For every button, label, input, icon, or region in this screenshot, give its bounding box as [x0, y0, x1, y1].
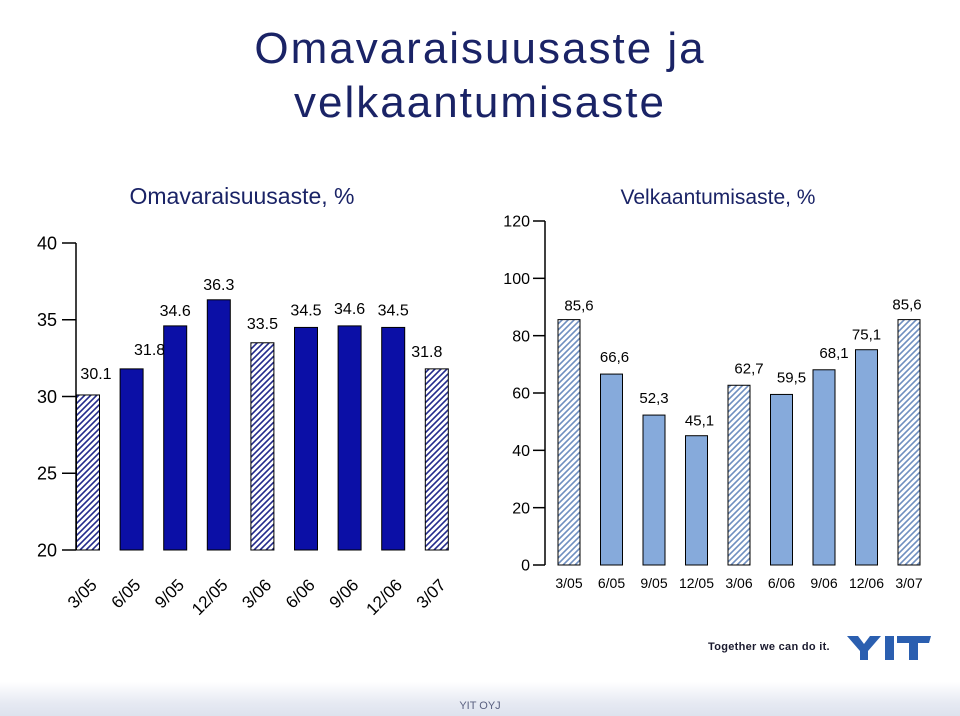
- equity-ratio-chart: Omavaraisuusaste, %202530354030.13/0531.…: [37, 183, 450, 619]
- gearing-y-tick-label: 40: [512, 443, 530, 460]
- equity-data-label: 34.5: [290, 302, 321, 319]
- equity-bar: [163, 325, 188, 551]
- equity-bar: [76, 394, 100, 551]
- gearing-data-label: 59,5: [777, 369, 806, 386]
- gearing-bar: [727, 384, 751, 566]
- gearing-category-label: 9/06: [810, 575, 837, 591]
- gearing-category-label: 3/05: [555, 575, 582, 591]
- equity-y-tick-label: 40: [37, 233, 57, 253]
- equity-bar: [119, 368, 144, 551]
- gearing-bar: [855, 349, 878, 566]
- gearing-bar: [600, 373, 623, 566]
- brand-tagline: Together we can do it.: [708, 641, 830, 653]
- gearing-data-label: 85,6: [564, 298, 593, 315]
- equity-y-tick-label: 35: [37, 310, 57, 330]
- gearing-bar: [812, 369, 836, 566]
- equity-y-tick-label: 25: [37, 464, 57, 484]
- gearing-data-label: 66,6: [600, 349, 629, 366]
- footer-band: [0, 682, 960, 716]
- equity-bar: [381, 326, 406, 551]
- equity-bar: [294, 326, 318, 551]
- gearing-bar: [897, 319, 921, 566]
- gearing-bar: [685, 435, 708, 566]
- gearing-category-label: 3/06: [725, 575, 752, 591]
- equity-data-label: 33.5: [247, 316, 278, 333]
- gearing-data-label: 68,1: [819, 345, 848, 362]
- equity-bar: [424, 368, 449, 551]
- gearing-y-tick-label: 60: [512, 386, 530, 403]
- equity-data-label: 34.5: [378, 302, 409, 319]
- gearing-category-label: 3/07: [895, 575, 922, 591]
- gearing-y-tick-label: 80: [512, 328, 530, 345]
- gearing-data-label: 85,6: [892, 297, 921, 314]
- gearing-category-label: 12/06: [849, 575, 884, 591]
- yit-logo: [843, 632, 935, 662]
- gearing-data-label: 52,3: [639, 390, 668, 407]
- gearing-bar: [770, 393, 793, 566]
- gearing-y-tick-label: 0: [521, 558, 530, 575]
- equity-data-label: 30.1: [80, 366, 111, 383]
- equity-data-label: 34.6: [160, 303, 191, 320]
- equity-data-label: 31.8: [411, 344, 442, 361]
- slide-title-line-1: Omavaraisuusaste ja: [254, 24, 706, 73]
- gearing-category-label: 6/06: [768, 575, 795, 591]
- gearing-chart: Velkaantumisaste, % 0 20 40 60 80 100 120 85,6 3/…: [503, 186, 923, 591]
- gearing-category-label: 12/05: [679, 575, 714, 591]
- slide-title-line-2: velkaantumisaste: [294, 78, 666, 127]
- slide-title: Omavaraisuusaste ja velkaantumisaste: [0, 22, 960, 130]
- equity-y-tick-label: 20: [37, 540, 57, 560]
- gearing-bar: [642, 414, 666, 566]
- gearing-y-tick-label: 120: [503, 214, 530, 231]
- gearing-bar: [557, 319, 581, 566]
- equity-bar: [250, 342, 275, 551]
- gearing-y-tick-label: 20: [512, 500, 530, 517]
- footer-text: YIT OYJ: [459, 700, 501, 712]
- equity-data-label: 34.6: [334, 301, 365, 318]
- equity-chart-title: Omavaraisuusaste, %: [130, 183, 355, 209]
- gearing-category-label: 9/05: [640, 575, 667, 591]
- gearing-category-label: 6/05: [598, 575, 625, 591]
- equity-bar: [337, 325, 362, 551]
- gearing-chart-title: Velkaantumisaste, %: [621, 186, 816, 209]
- gearing-y-tick-label: 100: [503, 271, 530, 288]
- equity-bar: [206, 299, 231, 551]
- gearing-data-label: 75,1: [852, 327, 881, 344]
- equity-y-tick-label: 30: [37, 387, 57, 407]
- equity-data-label: 36.3: [203, 277, 234, 294]
- equity-data-label: 31.8: [134, 342, 165, 359]
- gearing-data-label: 45,1: [685, 413, 714, 430]
- gearing-data-label: 62,7: [734, 360, 763, 377]
